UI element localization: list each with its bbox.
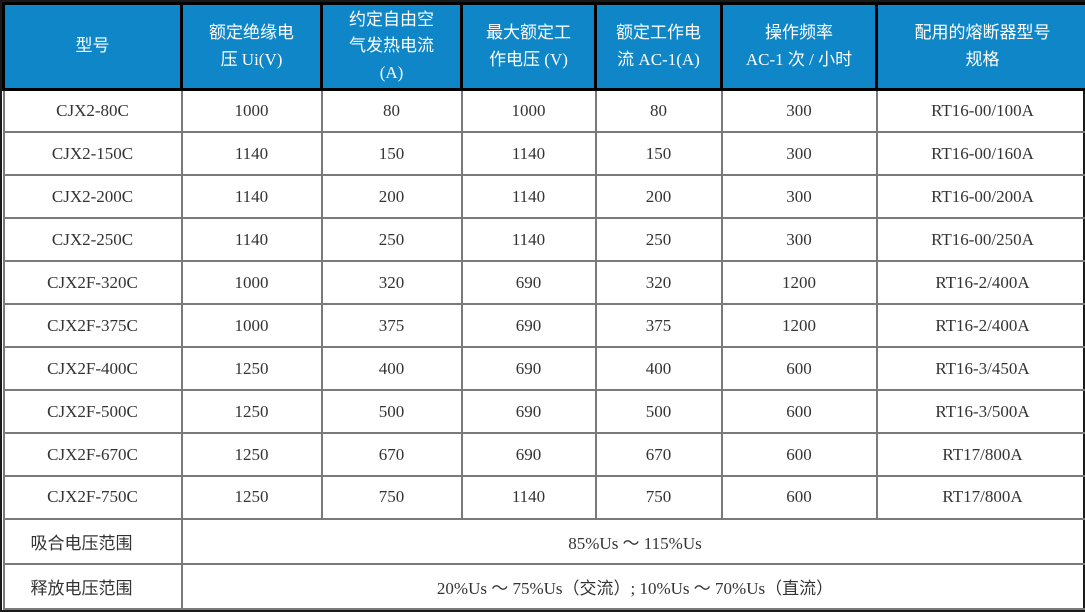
cell-working-current: 80 bbox=[594, 88, 723, 134]
cell-max-working-voltage: 1140 bbox=[460, 217, 597, 263]
cell-working-current: 500 bbox=[594, 389, 723, 435]
cell-thermal-current: 200 bbox=[320, 174, 463, 220]
cell-working-current: 670 bbox=[594, 432, 723, 477]
cell-fuse-spec: RT16-00/100A bbox=[875, 88, 1085, 134]
cell-working-current: 375 bbox=[594, 303, 723, 349]
table-row: CJX2F-320C 1000 320 690 320 1200 RT16-2/… bbox=[2, 260, 1085, 306]
cell-model: CJX2-200C bbox=[2, 174, 183, 220]
header-cell-operation-frequency: 操作频率 AC-1 次 / 小时 bbox=[720, 1, 878, 92]
cell-fuse-spec: RT16-00/250A bbox=[875, 217, 1085, 263]
cell-thermal-current: 670 bbox=[320, 432, 463, 477]
cell-insulation-voltage: 1000 bbox=[180, 88, 323, 134]
cell-insulation-voltage: 1250 bbox=[180, 389, 323, 435]
cell-insulation-voltage: 1250 bbox=[180, 346, 323, 392]
header-cell-model: 型号 bbox=[2, 1, 183, 92]
cell-working-current: 150 bbox=[594, 131, 723, 177]
cell-operation-frequency: 300 bbox=[720, 174, 878, 220]
cell-fuse-spec: RT16-00/200A bbox=[875, 174, 1085, 220]
cell-fuse-spec: RT16-3/500A bbox=[875, 389, 1085, 435]
footer-label-pickup-voltage: 吸合电压范围 bbox=[2, 517, 183, 565]
cell-max-working-voltage: 690 bbox=[460, 432, 597, 477]
cell-working-current: 320 bbox=[594, 260, 723, 306]
cell-insulation-voltage: 1140 bbox=[180, 217, 323, 263]
cell-max-working-voltage: 690 bbox=[460, 346, 597, 392]
cell-thermal-current: 250 bbox=[320, 217, 463, 263]
footer-value-pickup-voltage: 85%Us ～ 115%Us bbox=[180, 517, 1085, 565]
table-row: CJX2F-375C 1000 375 690 375 1200 RT16-2/… bbox=[2, 303, 1085, 349]
cell-model: CJX2F-750C bbox=[2, 474, 183, 520]
cell-insulation-voltage: 1000 bbox=[180, 303, 323, 349]
cell-operation-frequency: 300 bbox=[720, 88, 878, 134]
cell-fuse-spec: RT16-2/400A bbox=[875, 303, 1085, 349]
cell-model: CJX2F-670C bbox=[2, 432, 183, 477]
cell-max-working-voltage: 1140 bbox=[460, 131, 597, 177]
cell-working-current: 250 bbox=[594, 217, 723, 263]
cell-insulation-voltage: 1250 bbox=[180, 432, 323, 477]
cell-operation-frequency: 600 bbox=[720, 432, 878, 477]
cell-fuse-spec: RT17/800A bbox=[875, 432, 1085, 477]
table-row: CJX2F-750C 1250 750 1140 750 600 RT17/80… bbox=[2, 474, 1085, 520]
cell-operation-frequency: 600 bbox=[720, 389, 878, 435]
cell-thermal-current: 500 bbox=[320, 389, 463, 435]
cell-operation-frequency: 300 bbox=[720, 131, 878, 177]
footer-row-release-voltage: 释放电压范围 20%Us ～ 75%Us（交流）; 10%Us ～ 70%Us（… bbox=[2, 562, 1085, 611]
table-row: CJX2F-670C 1250 670 690 670 600 RT17/800… bbox=[2, 432, 1085, 477]
footer-value-release-voltage: 20%Us ～ 75%Us（交流）; 10%Us ～ 70%Us（直流） bbox=[180, 562, 1085, 611]
header-cell-thermal-current: 约定自由空 气发热电流 (A) bbox=[320, 1, 463, 92]
cell-max-working-voltage: 690 bbox=[460, 260, 597, 306]
cell-model: CJX2-80C bbox=[2, 88, 183, 134]
cell-max-working-voltage: 1140 bbox=[460, 174, 597, 220]
table-row: CJX2-150C 1140 150 1140 150 300 RT16-00/… bbox=[2, 131, 1085, 177]
cell-operation-frequency: 1200 bbox=[720, 303, 878, 349]
footer-label-release-voltage: 释放电压范围 bbox=[2, 562, 183, 611]
cell-model: CJX2F-320C bbox=[2, 260, 183, 306]
cell-working-current: 750 bbox=[594, 474, 723, 520]
cell-model: CJX2F-400C bbox=[2, 346, 183, 392]
cell-operation-frequency: 1200 bbox=[720, 260, 878, 306]
table-row: CJX2-200C 1140 200 1140 200 300 RT16-00/… bbox=[2, 174, 1085, 220]
table-row: CJX2F-500C 1250 500 690 500 600 RT16-3/5… bbox=[2, 389, 1085, 435]
cell-fuse-spec: RT16-3/450A bbox=[875, 346, 1085, 392]
cell-operation-frequency: 600 bbox=[720, 474, 878, 520]
header-row: 型号 额定绝缘电 压 Ui(V) 约定自由空 气发热电流 (A) 最大额定工 作… bbox=[2, 1, 1085, 92]
header-cell-max-working-voltage: 最大额定工 作电压 (V) bbox=[460, 1, 597, 92]
cell-model: CJX2-150C bbox=[2, 131, 183, 177]
cell-max-working-voltage: 690 bbox=[460, 389, 597, 435]
cell-max-working-voltage: 1140 bbox=[460, 474, 597, 520]
cell-thermal-current: 375 bbox=[320, 303, 463, 349]
cell-working-current: 400 bbox=[594, 346, 723, 392]
cell-thermal-current: 400 bbox=[320, 346, 463, 392]
cell-model: CJX2F-500C bbox=[2, 389, 183, 435]
cell-insulation-voltage: 1140 bbox=[180, 174, 323, 220]
table-row: CJX2-250C 1140 250 1140 250 300 RT16-00/… bbox=[2, 217, 1085, 263]
cell-insulation-voltage: 1000 bbox=[180, 260, 323, 306]
cell-working-current: 200 bbox=[594, 174, 723, 220]
cell-fuse-spec: RT16-00/160A bbox=[875, 131, 1085, 177]
cell-max-working-voltage: 690 bbox=[460, 303, 597, 349]
header-cell-working-current: 额定工作电 流 AC-1(A) bbox=[594, 1, 723, 92]
cell-insulation-voltage: 1250 bbox=[180, 474, 323, 520]
header-cell-fuse-spec: 配用的熔断器型号 规格 bbox=[875, 1, 1085, 92]
footer-row-pickup-voltage: 吸合电压范围 85%Us ～ 115%Us bbox=[2, 517, 1085, 565]
cell-max-working-voltage: 1000 bbox=[460, 88, 597, 134]
cell-model: CJX2F-375C bbox=[2, 303, 183, 349]
cell-thermal-current: 80 bbox=[320, 88, 463, 134]
cell-fuse-spec: RT16-2/400A bbox=[875, 260, 1085, 306]
table-row: CJX2F-400C 1250 400 690 400 600 RT16-3/4… bbox=[2, 346, 1085, 392]
cell-thermal-current: 750 bbox=[320, 474, 463, 520]
cell-operation-frequency: 600 bbox=[720, 346, 878, 392]
table-row: CJX2-80C 1000 80 1000 80 300 RT16-00/100… bbox=[2, 88, 1085, 134]
cell-thermal-current: 320 bbox=[320, 260, 463, 306]
cell-insulation-voltage: 1140 bbox=[180, 131, 323, 177]
cell-fuse-spec: RT17/800A bbox=[875, 474, 1085, 520]
header-cell-insulation-voltage: 额定绝缘电 压 Ui(V) bbox=[180, 1, 323, 92]
cell-operation-frequency: 300 bbox=[720, 217, 878, 263]
cell-thermal-current: 150 bbox=[320, 131, 463, 177]
cell-model: CJX2-250C bbox=[2, 217, 183, 263]
